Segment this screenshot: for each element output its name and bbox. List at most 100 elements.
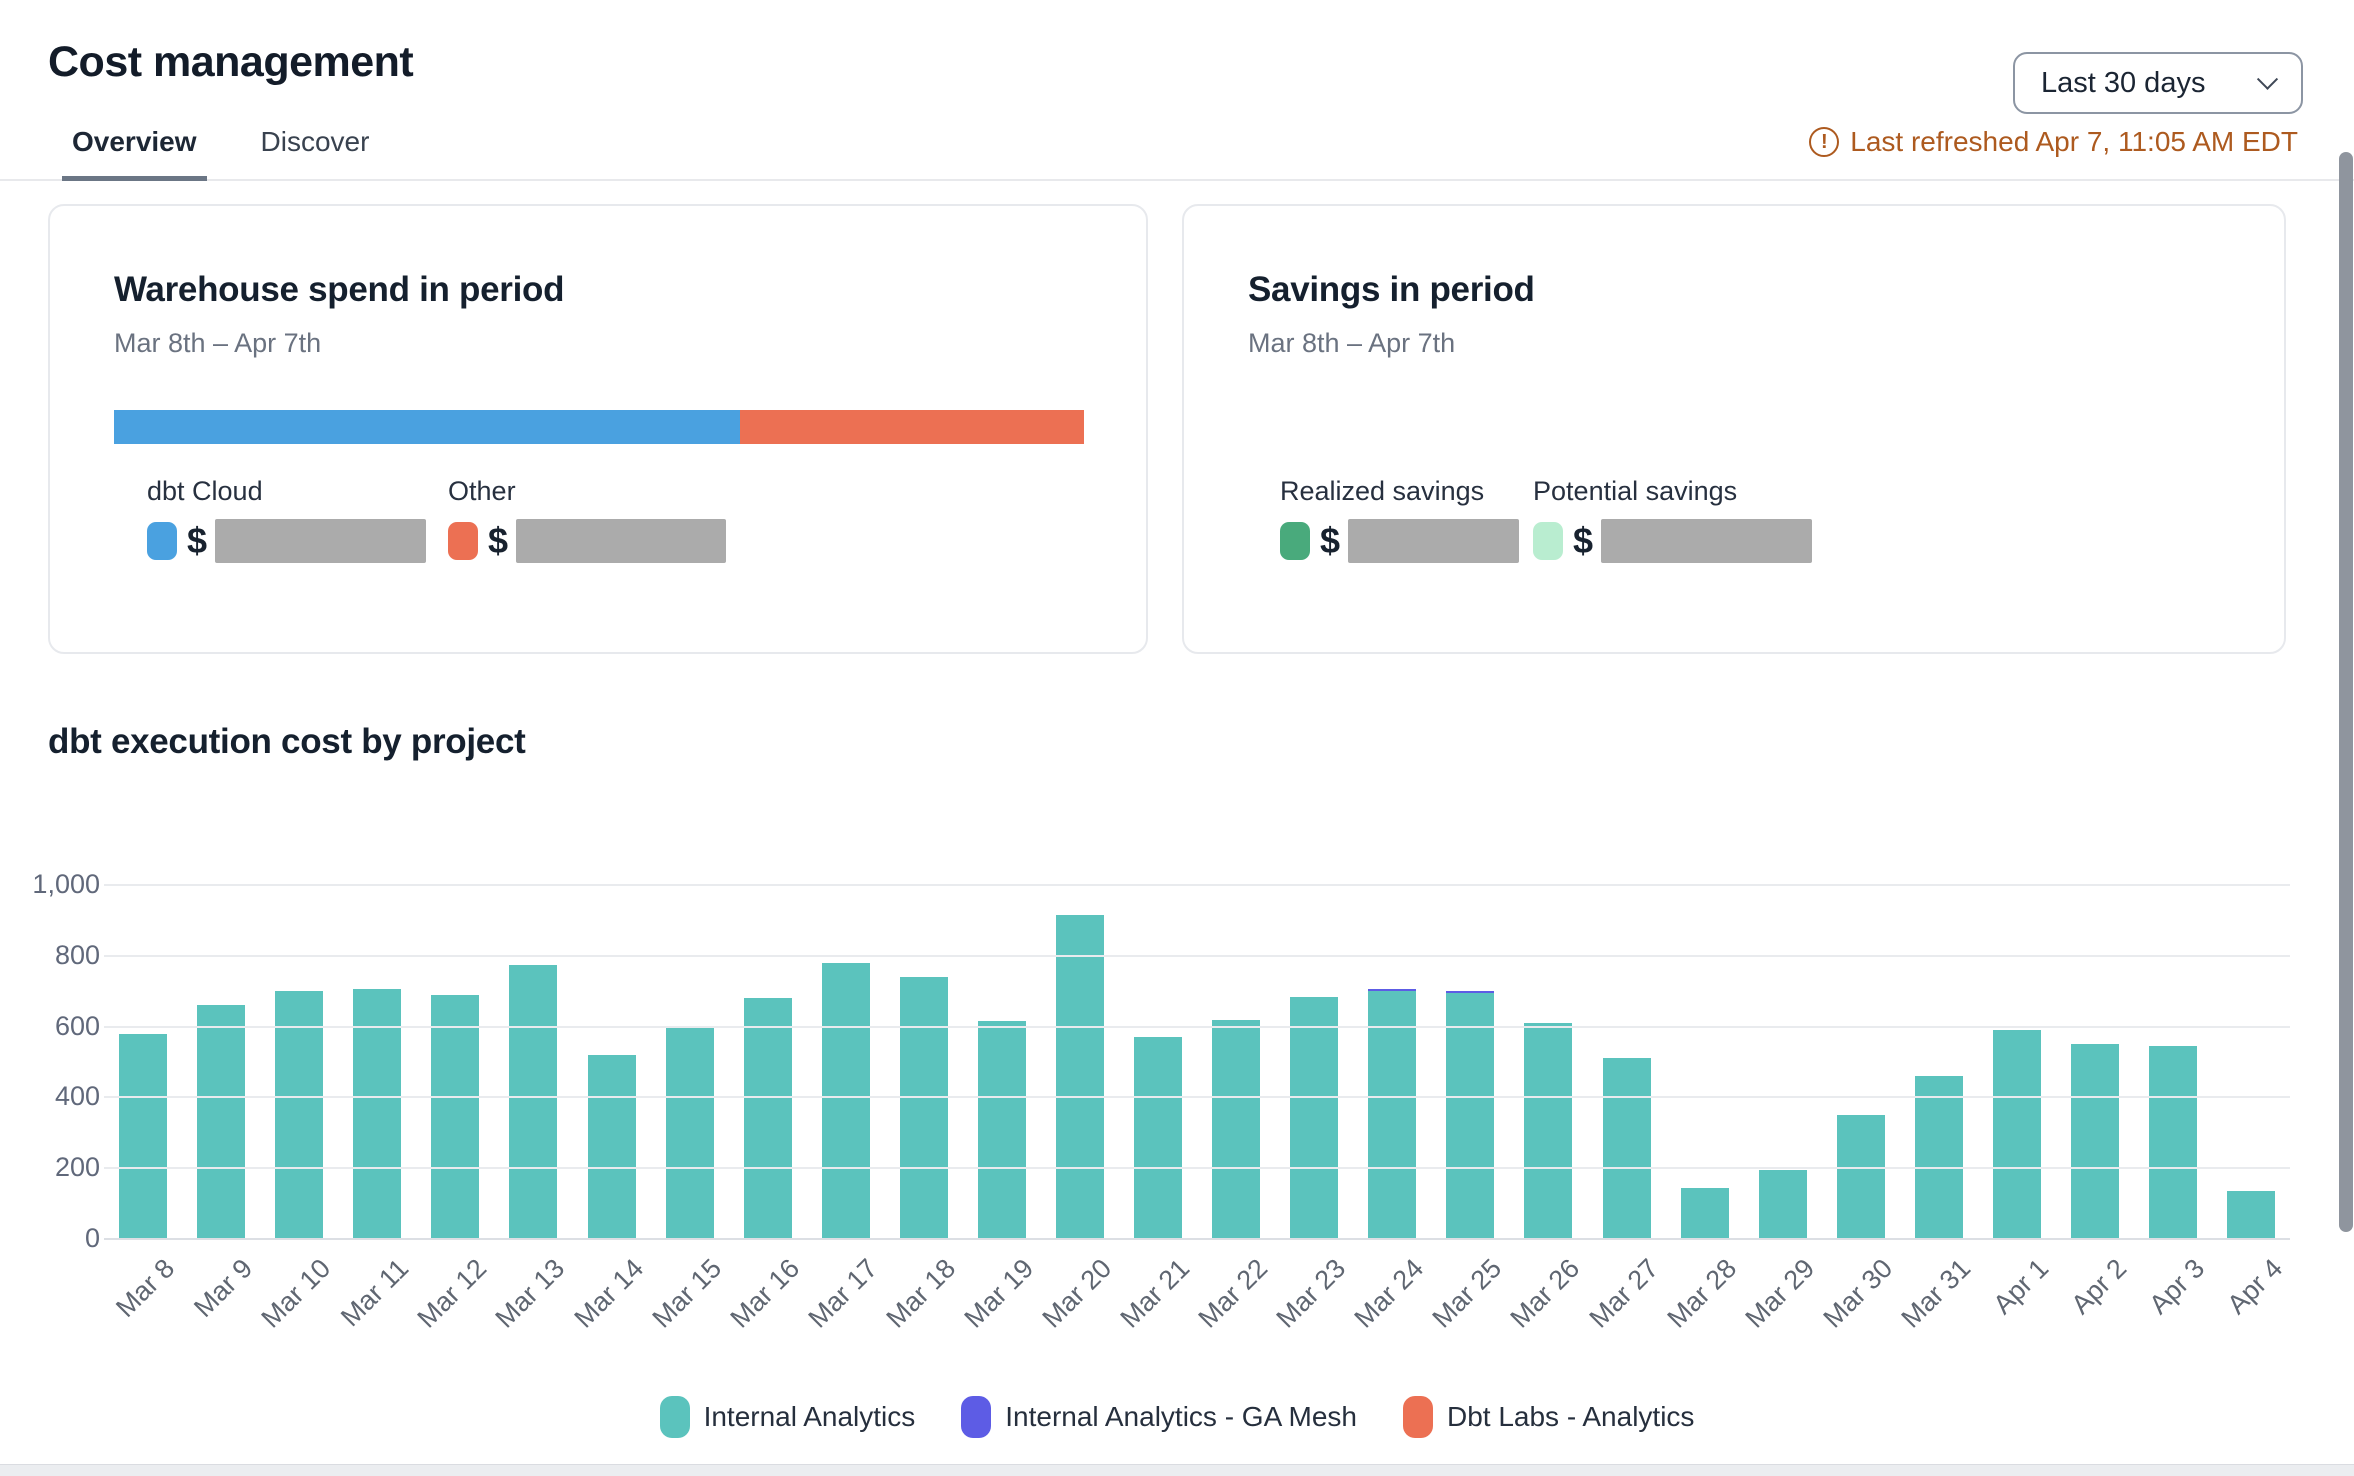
bar-slot-mar-10: Mar 10 xyxy=(256,885,338,1334)
chevron-down-icon xyxy=(2256,68,2279,90)
warehouse-spend-card: Warehouse spend in period Mar 8th – Apr … xyxy=(48,204,1148,654)
savings-legend: Realized savings $ Potential savings $ xyxy=(1248,476,2284,563)
scrollbar-vertical-thumb[interactable] xyxy=(2339,152,2353,1232)
warning-icon: ! xyxy=(1809,127,1840,157)
bar-slot-mar-17: Mar 17 xyxy=(802,885,885,1334)
bar-segment-internal-analytics xyxy=(1055,915,1104,1239)
bar-apr-2 xyxy=(2070,1044,2119,1239)
warehouse-spend-period: Mar 8th – Apr 7th xyxy=(114,328,322,358)
bar-mar-17 xyxy=(821,963,870,1239)
tab-overview[interactable]: Overview xyxy=(62,126,207,181)
bar-mar-19 xyxy=(977,1021,1026,1239)
bar-slot-mar-8: Mar 8 xyxy=(104,885,182,1323)
bar-mar-9 xyxy=(197,1005,246,1239)
bar-segment-internal-analytics xyxy=(1134,1037,1183,1239)
bar-mar-22 xyxy=(1212,1020,1261,1239)
bar-segment-internal-analytics xyxy=(1836,1115,1885,1239)
legend-group-label: Potential savings xyxy=(1533,476,1738,506)
bar-slot-mar-31: Mar 31 xyxy=(1895,885,1978,1334)
bar-segment-internal-analytics xyxy=(1524,1023,1573,1239)
scrollbar-horizontal[interactable] xyxy=(0,1464,2354,1476)
currency-symbol: $ xyxy=(1320,520,1341,561)
legend-group-label: Other xyxy=(448,476,516,506)
legend-group-dbt-cloud: dbt Cloud $ xyxy=(147,476,427,563)
x-tick-label: Mar 17 xyxy=(802,1253,883,1334)
date-range-select[interactable]: Last 30 days xyxy=(2013,52,2303,114)
y-tick-label: 400 xyxy=(54,1081,100,1112)
bar-slot-apr-1: Apr 1 xyxy=(1978,885,2056,1320)
refresh-status: ! Last refreshed Apr 7, 11:05 AM EDT xyxy=(1809,126,2298,158)
bar-slots: Mar 8 Mar 9 Mar 10 Mar 11 Mar 12 Mar 13 Mar 14… xyxy=(104,885,2290,1334)
x-tick-label: Mar 25 xyxy=(1426,1253,1508,1334)
bar-slot-mar-16: Mar 16 xyxy=(724,885,807,1334)
bar-apr-1 xyxy=(1992,1030,2041,1239)
bar-segment-internal-analytics xyxy=(353,989,402,1239)
bar-apr-3 xyxy=(2149,1046,2198,1239)
bar-mar-13 xyxy=(509,965,558,1239)
bar-segment-internal-analytics xyxy=(2070,1044,2119,1239)
legend-swatch xyxy=(1280,522,1310,560)
redacted-value xyxy=(516,519,727,563)
redacted-value xyxy=(1348,519,1520,563)
bar-slot-mar-20: Mar 20 xyxy=(1037,885,1119,1334)
chart-legend: Internal Analytics Internal Analytics - G… xyxy=(0,1396,2354,1438)
tab-discover[interactable]: Discover xyxy=(260,126,370,157)
bar-segment-internal-analytics xyxy=(1446,993,1495,1239)
currency-symbol: $ xyxy=(488,520,509,561)
gridline-200 xyxy=(104,1167,2290,1170)
legend-group-realized-savings: Realized savings $ xyxy=(1280,476,1520,563)
bar-mar-30 xyxy=(1836,1115,1885,1239)
bar-slot-mar-26: Mar 26 xyxy=(1505,885,1587,1334)
bar-mar-16 xyxy=(743,998,792,1239)
bar-slot-mar-18: Mar 18 xyxy=(880,885,963,1334)
bar-slot-mar-24: Mar 24 xyxy=(1349,885,1431,1334)
bar-slot-mar-28: Mar 28 xyxy=(1661,885,1744,1334)
x-tick-label: Mar 13 xyxy=(489,1253,571,1334)
bar-mar-28 xyxy=(1680,1188,1729,1239)
bar-slot-mar-29: Mar 29 xyxy=(1739,885,1822,1334)
bar-segment-internal-analytics xyxy=(2227,1191,2276,1239)
currency-symbol: $ xyxy=(1573,520,1594,561)
x-tick-label: Apr 3 xyxy=(2143,1253,2211,1320)
bar-mar-18 xyxy=(899,977,948,1239)
bar-mar-24 xyxy=(1368,989,1417,1239)
x-tick-label: Apr 1 xyxy=(1987,1253,2055,1320)
x-tick-label: Mar 28 xyxy=(1661,1253,1742,1334)
x-tick-label: Mar 24 xyxy=(1348,1253,1430,1334)
y-tick-label: 1,000 xyxy=(32,869,100,899)
bar-segment-internal-analytics xyxy=(431,995,480,1239)
x-tick-label: Mar 22 xyxy=(1192,1253,1274,1334)
bar-slot-mar-22: Mar 22 xyxy=(1193,885,1275,1334)
bar-segment-internal-analytics xyxy=(821,963,870,1239)
chart-legend-item-internal-analytics[interactable]: Internal Analytics xyxy=(659,1396,915,1438)
scrollbar-vertical[interactable] xyxy=(2338,0,2354,1476)
bar-slot-mar-30: Mar 30 xyxy=(1817,885,1900,1334)
gridline-600 xyxy=(104,1025,2290,1028)
legend-group-label: dbt Cloud xyxy=(147,476,263,506)
currency-symbol: $ xyxy=(187,520,208,561)
x-tick-label: Mar 20 xyxy=(1036,1253,1118,1334)
x-tick-label: Mar 18 xyxy=(880,1253,962,1334)
chart-legend-item-internal-analytics-ga-mesh[interactable]: Internal Analytics - GA Mesh xyxy=(961,1396,1357,1438)
refresh-text: Last refreshed Apr 7, 11:05 AM EDT xyxy=(1850,126,2298,157)
bar-mar-11 xyxy=(353,989,402,1239)
legend-swatch xyxy=(1533,522,1564,560)
bar-slot-apr-2: Apr 2 xyxy=(2056,885,2134,1320)
bar-slot-mar-12: Mar 12 xyxy=(412,885,494,1334)
bar-mar-25 xyxy=(1446,991,1495,1239)
y-tick-label: 800 xyxy=(54,939,100,970)
bar-segment-internal-analytics xyxy=(977,1021,1026,1239)
chart-legend-item-dbt-labs-analytics[interactable]: Dbt Labs - Analytics xyxy=(1402,1396,1694,1438)
bar-mar-21 xyxy=(1134,1037,1183,1239)
y-tick-label: 0 xyxy=(84,1223,100,1253)
bar-mar-29 xyxy=(1758,1170,1807,1239)
bar-slot-apr-3: Apr 3 xyxy=(2134,885,2212,1320)
chart-legend-label: Internal Analytics - GA Mesh xyxy=(1005,1401,1357,1432)
x-tick-label: Mar 27 xyxy=(1583,1253,1664,1334)
gridline-800 xyxy=(104,954,2290,957)
bar-mar-26 xyxy=(1524,1023,1573,1239)
bar-segment-internal-analytics xyxy=(1368,991,1417,1239)
x-tick-label: Mar 29 xyxy=(1739,1253,1820,1334)
tab-bar: Overview Discover xyxy=(62,126,379,181)
